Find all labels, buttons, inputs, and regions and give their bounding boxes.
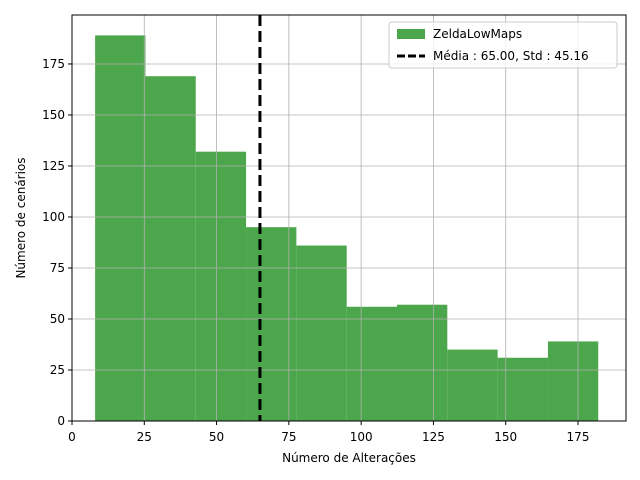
y-tick-label: 175 xyxy=(42,57,65,71)
bar xyxy=(296,245,347,421)
bar xyxy=(346,306,397,421)
legend-swatch xyxy=(397,29,425,39)
x-tick-label: 75 xyxy=(281,430,296,444)
legend-label: Média : 65.00, Std : 45.16 xyxy=(433,49,589,63)
y-tick-label: 25 xyxy=(50,363,65,377)
bar xyxy=(145,76,196,422)
bar xyxy=(497,357,548,421)
x-tick-label: 150 xyxy=(494,430,517,444)
x-tick-label: 0 xyxy=(68,430,76,444)
y-tick-label: 125 xyxy=(42,159,65,173)
x-tick-label: 125 xyxy=(422,430,445,444)
x-axis-label: Número de Alterações xyxy=(282,451,416,465)
bar xyxy=(246,227,297,421)
y-tick-label: 100 xyxy=(42,210,65,224)
y-tick-label: 0 xyxy=(57,414,65,428)
bar xyxy=(95,35,146,422)
x-tick-label: 25 xyxy=(137,430,152,444)
bar xyxy=(396,304,448,421)
y-axis-label: Número de cenários xyxy=(14,157,28,278)
plot-frame xyxy=(71,14,627,422)
legend-label: ZeldaLowMaps xyxy=(433,27,522,41)
y-tick-label: 50 xyxy=(50,312,65,326)
y-tick-label: 150 xyxy=(42,108,65,122)
legend-box xyxy=(388,21,618,69)
bar xyxy=(195,151,247,421)
x-tick-label: 100 xyxy=(350,430,373,444)
x-tick-label: 175 xyxy=(567,430,590,444)
y-tick-label: 75 xyxy=(50,261,65,275)
bar xyxy=(547,341,599,421)
x-tick-label: 50 xyxy=(209,430,224,444)
bar xyxy=(447,349,498,421)
